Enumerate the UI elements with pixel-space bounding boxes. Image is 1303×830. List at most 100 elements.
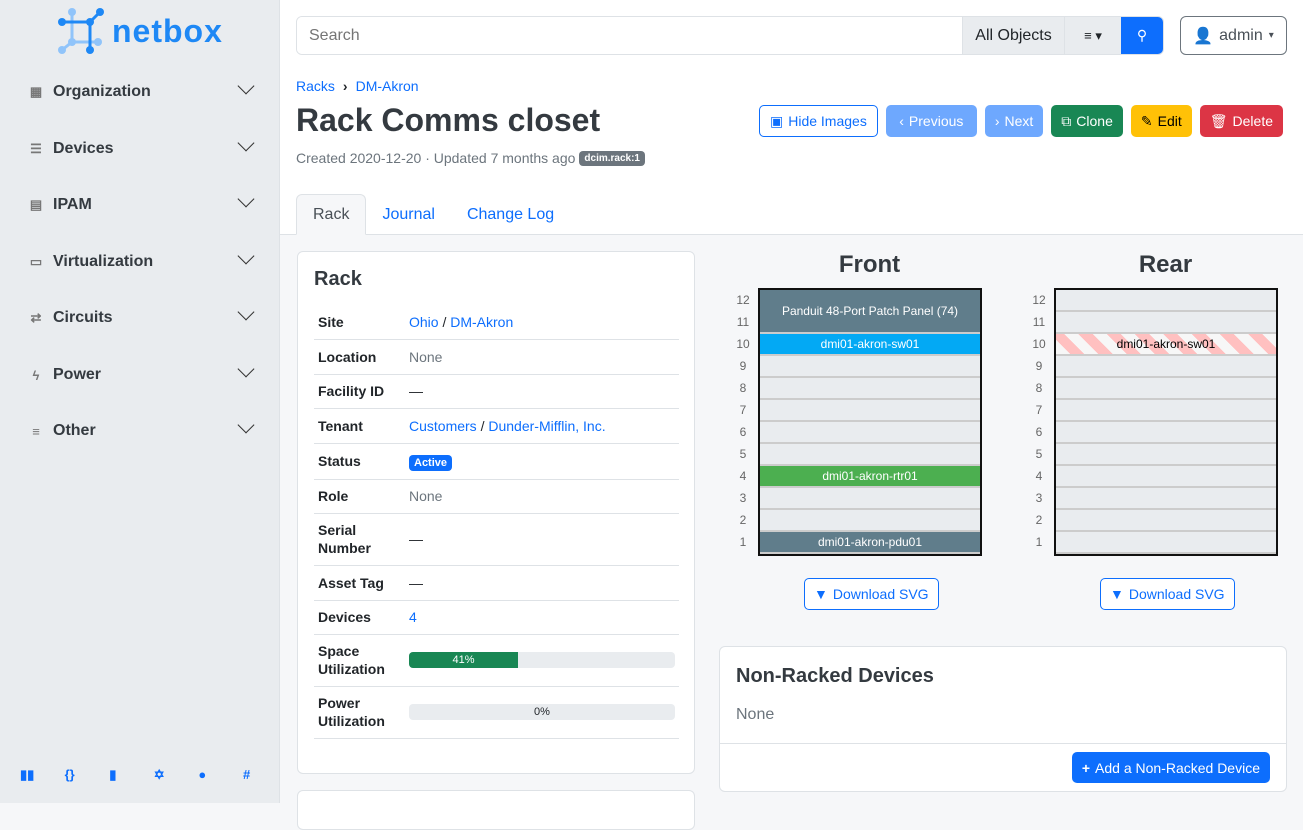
netbox-logo[interactable]: netbox [58,8,223,54]
docs-icon[interactable]: ▮ [109,767,117,782]
table-row: Tenant Customers / Dunder-Mifflin, Inc. [314,408,679,444]
table-row: Devices 4 [314,600,679,635]
row-value: None [405,479,679,514]
row-label: Tenant [314,408,405,444]
clone-button[interactable]: ⧉ Clone [1051,105,1123,137]
empty-rack-unit[interactable] [1056,400,1276,422]
unit-label: 4 [1035,469,1043,483]
empty-rack-unit[interactable] [1056,488,1276,510]
nav-label: Organization [53,83,151,100]
book-icon[interactable]: ▮▮ [20,767,35,782]
empty-rack-unit[interactable] [760,378,980,400]
sidebar-item-other[interactable]: ≡ Other [28,416,255,446]
sidebar-item-devices[interactable]: ☰ Devices [28,134,255,164]
download-front-svg-button[interactable]: ▼ Download SVG [804,578,939,610]
table-row: Power Utilization 0% [314,686,679,739]
sidebar-item-virtualization[interactable]: ▭ Virtualization [28,247,255,277]
empty-rack-unit[interactable] [760,400,980,422]
delete-button[interactable]: 🗑 Delete [1199,105,1283,137]
nav-label: IPAM [53,196,92,213]
unit-label: 5 [1035,447,1043,461]
row-value: — [405,513,679,566]
search-bar: All Objects ≡ ▾ ⚲ [296,16,1164,55]
filter-dropdown[interactable]: ≡ ▾ [1064,17,1121,54]
empty-rack-unit[interactable] [1056,444,1276,466]
sidebar-item-ipam[interactable]: ▤ IPAM [28,190,255,220]
table-row: Role None [314,479,679,514]
empty-rack-unit[interactable] [1056,466,1276,488]
site-link[interactable]: DM-Akron [450,313,514,330]
table-row: Status Active [314,443,679,480]
region-link[interactable]: Ohio [409,313,439,330]
sidebar-item-organization[interactable]: ▦ Organization [28,77,255,107]
nav-label: Other [53,422,96,439]
empty-rack-unit[interactable] [1056,532,1276,554]
empty-rack-unit[interactable] [760,422,980,444]
search-input[interactable] [297,17,962,54]
btn-label: Download SVG [832,586,929,602]
copy-icon: ⧉ [1061,112,1072,129]
tenant-group-link[interactable]: Customers [409,417,477,434]
unit-label: 7 [1035,403,1043,417]
tenant-link[interactable]: Dunder-Mifflin, Inc. [488,417,606,434]
hide-images-button[interactable]: ▣ Hide Images [759,105,878,137]
row-label: Devices [314,600,405,635]
sidebar-item-power[interactable]: ϟ Power [28,360,255,390]
empty-rack-unit[interactable] [760,444,980,466]
api-icon[interactable]: {} [64,767,75,782]
space-utilization-fill: 41% [409,652,519,668]
building-icon: ▦ [29,84,43,99]
breadcrumb-racks[interactable]: Racks [296,78,335,94]
caret-down-icon: ▾ [1268,30,1274,41]
tab-change-log[interactable]: Change Log [466,205,555,223]
unit-label: 10 [1032,337,1046,351]
netbox-logo-icon [58,8,104,54]
next-button[interactable]: › Next [984,105,1044,137]
rack-device[interactable]: dmi01-akron-sw01 [1056,334,1276,354]
empty-rack-unit[interactable] [760,510,980,532]
empty-rack-unit[interactable] [760,488,980,510]
object-scope-dropdown[interactable]: All Objects [962,17,1064,54]
sidebar-item-circuits[interactable]: ⇄ Circuits [28,303,255,333]
breadcrumb-site[interactable]: DM-Akron [355,78,419,94]
add-non-racked-device-button[interactable]: + Add a Non-Racked Device [1071,752,1270,783]
rack-device[interactable]: dmi01-akron-rtr01 [760,466,980,486]
non-racked-value: None [736,706,775,723]
empty-rack-unit[interactable] [1056,378,1276,400]
rack-device[interactable]: dmi01-akron-pdu01 [760,532,980,552]
table-row: Space Utilization 41% [314,634,679,687]
empty-rack-unit[interactable] [1056,290,1276,312]
empty-rack-unit[interactable] [1056,312,1276,334]
username: admin [1219,26,1263,44]
search-button[interactable]: ⚲ [1121,17,1163,54]
unit-label: 9 [1035,359,1043,373]
rack-device[interactable]: Panduit 48-Port Patch Panel (74) [760,290,980,332]
previous-button[interactable]: ‹ Previous [885,105,977,137]
btn-label: Hide Images [788,113,867,129]
card-title: Rack [314,268,362,290]
rack-device[interactable]: dmi01-akron-sw01 [760,334,980,354]
empty-rack-unit[interactable] [1056,356,1276,378]
table-row: Site Ohio / DM-Akron [314,305,679,340]
chevron-down-icon [237,416,255,434]
unit-label: 2 [1035,513,1043,527]
slack-icon[interactable]: # [242,767,251,782]
table-row: Facility ID — [314,374,679,409]
graphql-icon[interactable]: ✡ [153,767,165,782]
row-value: None [405,339,679,375]
github-icon[interactable]: ● [198,767,207,782]
download-rear-svg-button[interactable]: ▼ Download SVG [1100,578,1235,610]
tab-journal[interactable]: Journal [382,205,435,223]
user-menu[interactable]: 👤 admin ▾ [1180,16,1287,55]
front-title: Front [838,251,901,278]
unit-label: 10 [736,337,750,351]
empty-rack-unit[interactable] [1056,422,1276,444]
empty-rack-unit[interactable] [760,356,980,378]
devices-count-link[interactable]: 4 [409,609,417,625]
plus-icon: + [1081,759,1091,776]
tab-rack[interactable]: Rack [296,194,367,235]
rear-title: Rear [1138,251,1193,278]
pencil-icon: ✎ [1140,112,1153,129]
edit-button[interactable]: ✎ Edit [1130,105,1192,137]
empty-rack-unit[interactable] [1056,510,1276,532]
